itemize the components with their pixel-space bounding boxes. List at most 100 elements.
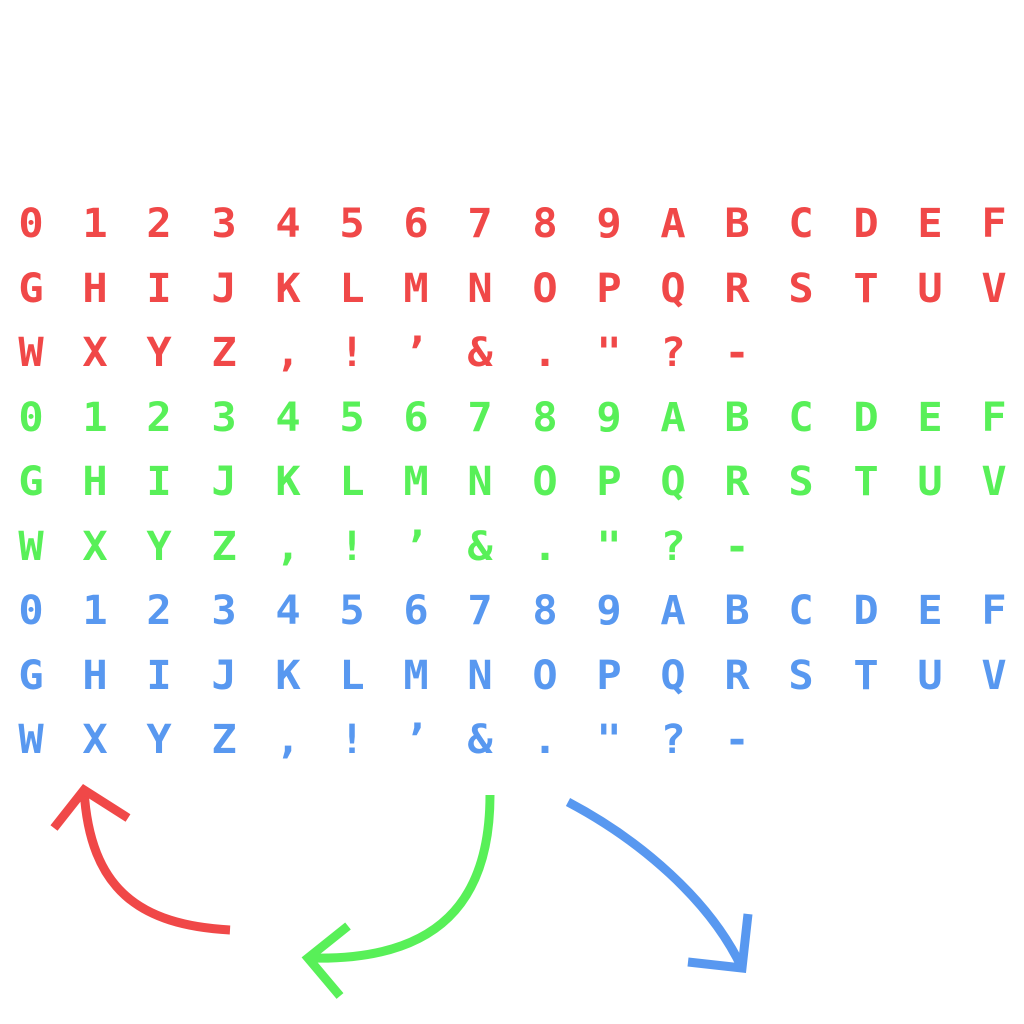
green-glyph: H <box>82 459 108 505</box>
red-glyph: 9 <box>596 201 622 247</box>
blue-glyph: D <box>852 588 879 634</box>
red-glyph: C <box>788 201 815 247</box>
red-glyph: I <box>146 265 173 312</box>
blue-glyph: 9 <box>596 588 622 634</box>
blue-glyph: W <box>18 717 44 763</box>
blue-glyph: , <box>275 717 301 763</box>
green-glyph: " <box>596 523 622 570</box>
blue-glyph: O <box>531 652 558 699</box>
red-glyph: K <box>275 265 301 312</box>
blue-glyph: H <box>82 652 108 699</box>
red-glyph: O <box>531 265 558 312</box>
red-glyph: - <box>724 330 750 376</box>
blue-glyph: N <box>467 652 494 699</box>
blue-glyph: 5 <box>339 588 365 634</box>
green-glyph: 5 <box>339 394 365 441</box>
red-glyph: R <box>724 265 750 312</box>
green-glyph: 0 <box>18 394 44 441</box>
blue-glyph: P <box>596 652 622 699</box>
red-glyph: ? <box>660 330 686 376</box>
green-glyph: ’ <box>403 523 429 570</box>
red-glyph: " <box>596 330 622 376</box>
red-glyph: W <box>18 330 44 376</box>
green-glyph: N <box>467 459 494 505</box>
blue-glyph: 7 <box>467 588 494 634</box>
green-glyph: G <box>18 459 44 505</box>
green-glyph-row-3: W X Y Z,! ’ &. "? - <box>0 523 1024 571</box>
blue-glyph: U <box>917 652 943 699</box>
green-glyph: ! <box>339 523 365 570</box>
green-glyph: M <box>403 459 429 505</box>
red-glyph: Z <box>210 330 237 376</box>
red-glyph: 1 <box>82 201 108 247</box>
red-glyph: T <box>852 265 879 312</box>
blue-glyph: J <box>210 652 237 699</box>
green-glyph: Z <box>210 523 237 570</box>
green-glyph: O <box>531 459 558 505</box>
green-glyph: D <box>852 394 879 441</box>
blue-glyph: R <box>724 652 750 699</box>
red-glyph: S <box>788 265 815 312</box>
red-glyph: 7 <box>467 201 494 247</box>
blue-glyph: Q <box>660 652 686 699</box>
blue-glyph: S <box>788 652 815 699</box>
green-glyph: Q <box>660 459 686 505</box>
blue-glyph: X <box>82 717 108 763</box>
red-glyph: , <box>275 330 301 376</box>
red-glyph: E <box>917 201 943 247</box>
blue-glyph: . <box>531 717 558 763</box>
red-glyph: ’ <box>403 330 429 376</box>
green-glyph: R <box>724 459 750 505</box>
green-glyph: A <box>660 394 686 441</box>
green-glyph: . <box>531 523 558 570</box>
blue-glyph: L <box>339 652 365 699</box>
red-glyph-row-3: W X Y Z,! ’ &. "? - <box>0 329 1024 377</box>
green-glyph: L <box>339 459 365 505</box>
blue-glyph: 1 <box>82 588 108 634</box>
red-glyph: 4 <box>275 201 301 247</box>
blue-glyph: ! <box>339 717 365 763</box>
blue-glyph: E <box>917 588 943 634</box>
blue-glyph: M <box>403 652 429 699</box>
blue-glyph: G <box>18 652 44 699</box>
blue-glyph: K <box>275 652 301 699</box>
green-glyph: , <box>275 523 301 570</box>
green-glyph: I <box>146 459 173 505</box>
green-glyph: ? <box>660 523 686 570</box>
red-glyph: 6 <box>403 201 429 247</box>
green-glyph: 9 <box>596 394 622 441</box>
blue-glyph: ? <box>660 717 686 763</box>
blue-glyph: Z <box>210 717 237 763</box>
red-glyph: X <box>82 330 108 376</box>
blue-glyph-row-3: W X Y Z,! ’ &. "? - <box>0 716 1024 764</box>
green-glyph: V <box>981 459 1007 505</box>
green-glyph: - <box>724 523 750 570</box>
blue-glyph: 6 <box>403 588 429 634</box>
blue-glyph: Y <box>146 717 173 763</box>
red-glyph: Y <box>146 330 173 376</box>
red-glyph: N <box>467 265 494 312</box>
green-glyph: 8 <box>531 394 558 441</box>
red-glyph: G <box>18 265 44 312</box>
green-glyph: P <box>596 459 622 505</box>
red-glyph: 2 <box>146 201 173 247</box>
green-glyph: J <box>210 459 237 505</box>
red-glyph: V <box>981 265 1007 312</box>
green-glyph: K <box>275 459 301 505</box>
green-glyph: 6 <box>403 394 429 441</box>
green-glyph: 2 <box>146 394 173 441</box>
red-glyph: . <box>531 330 558 376</box>
green-glyph: Y <box>146 523 173 570</box>
blue-glyph: B <box>724 588 750 634</box>
green-glyph: 1 <box>82 394 108 441</box>
blue-glyph: A <box>660 588 686 634</box>
blue-glyph: 0 <box>18 588 44 634</box>
blue-glyph: V <box>981 652 1007 699</box>
green-glyph: 4 <box>275 394 301 441</box>
green-glyph: F <box>981 394 1007 441</box>
